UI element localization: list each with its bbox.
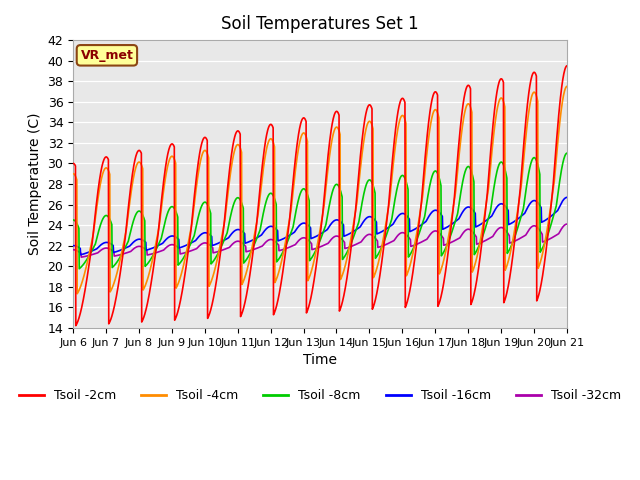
Legend: Tsoil -2cm, Tsoil -4cm, Tsoil -8cm, Tsoil -16cm, Tsoil -32cm: Tsoil -2cm, Tsoil -4cm, Tsoil -8cm, Tsoi… — [14, 384, 626, 408]
Title: Soil Temperatures Set 1: Soil Temperatures Set 1 — [221, 15, 419, 33]
X-axis label: Time: Time — [303, 353, 337, 367]
Y-axis label: Soil Temperature (C): Soil Temperature (C) — [28, 113, 42, 255]
Text: VR_met: VR_met — [81, 49, 133, 62]
